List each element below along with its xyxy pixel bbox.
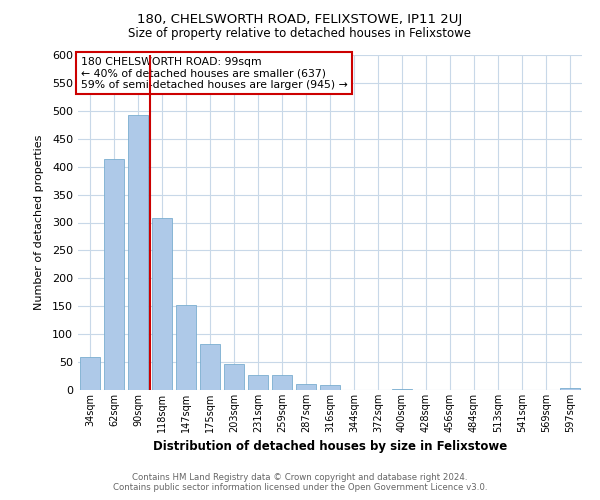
Bar — [128, 114, 148, 390]
Bar — [560, 388, 580, 390]
Text: 180 CHELSWORTH ROAD: 99sqm
← 40% of detached houses are smaller (637)
59% of sem: 180 CHELSWORTH ROAD: 99sqm ← 40% of deta… — [80, 56, 347, 90]
X-axis label: Distribution of detached houses by size in Felixstowe: Distribution of detached houses by size … — [153, 440, 507, 454]
Bar — [392, 389, 412, 390]
Bar — [320, 385, 340, 390]
Bar — [200, 344, 220, 390]
Bar — [104, 160, 124, 390]
Bar — [272, 375, 292, 390]
Bar — [152, 218, 172, 390]
Bar — [296, 384, 316, 390]
Y-axis label: Number of detached properties: Number of detached properties — [34, 135, 44, 310]
Bar — [224, 364, 244, 390]
Text: 180, CHELSWORTH ROAD, FELIXSTOWE, IP11 2UJ: 180, CHELSWORTH ROAD, FELIXSTOWE, IP11 2… — [137, 12, 463, 26]
Text: Size of property relative to detached houses in Felixstowe: Size of property relative to detached ho… — [128, 28, 472, 40]
Text: Contains HM Land Registry data © Crown copyright and database right 2024.
Contai: Contains HM Land Registry data © Crown c… — [113, 473, 487, 492]
Bar — [176, 305, 196, 390]
Bar — [80, 356, 100, 390]
Bar — [248, 375, 268, 390]
